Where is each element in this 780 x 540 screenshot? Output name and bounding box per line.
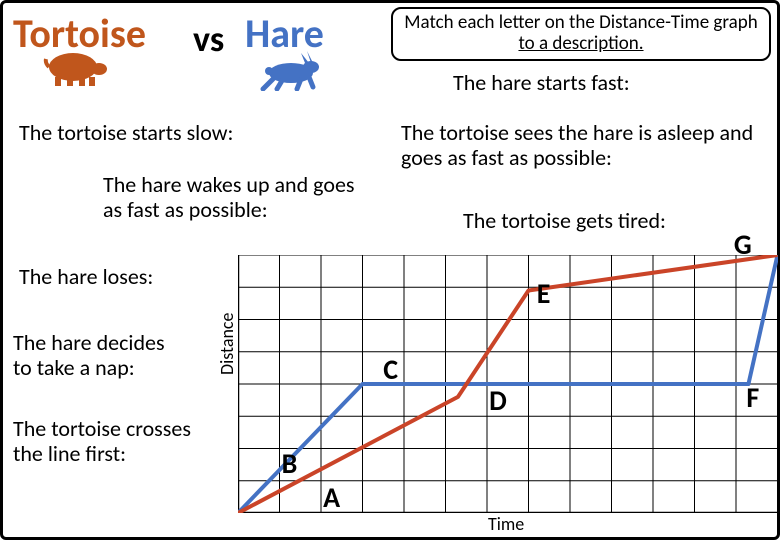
chart-label-C: C [383,352,398,387]
title-vs: vs [193,17,224,61]
tortoise-icon [43,49,111,92]
hare-icon [255,51,327,96]
distance-time-chart: Distance Time ABCDEFGH [238,255,778,513]
instruction-line2: to a description. [518,32,643,55]
chart-label-B: B [282,446,298,481]
instruction-box: Match each letter on the Distance-Time g… [391,7,771,61]
desc-hare-loses: The hare loses: [19,265,153,290]
desc-hare-wakes: The hare wakes up and goes as fast as po… [103,173,373,222]
chart-label-F: F [746,380,759,415]
x-axis-label: Time [488,513,524,535]
desc-tortoise-tired: The tortoise gets tired: [463,209,666,234]
desc-tortoise-slow: The tortoise starts slow: [19,121,233,146]
chart-label-D: D [489,383,507,418]
desc-tortoise-sees: The tortoise sees the hare is asleep and… [401,121,771,170]
chart-svg [238,255,778,513]
desc-hare-fast: The hare starts fast: [453,71,630,96]
desc-hare-nap: The hare decides to take a nap: [13,331,183,380]
chart-label-E: E [537,276,551,311]
title-area: Tortoise vs Hare [13,9,373,79]
instruction-line1: Match each letter on the Distance-Time g… [404,11,757,34]
y-axis-label: Distance [216,313,238,376]
desc-tortoise-crosses: The tortoise crosses the line first: [13,417,213,466]
chart-label-A: A [323,480,340,515]
chart-label-G: G [734,227,752,262]
